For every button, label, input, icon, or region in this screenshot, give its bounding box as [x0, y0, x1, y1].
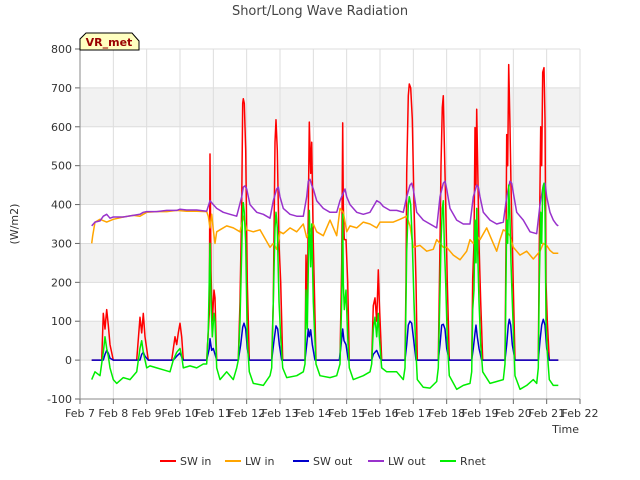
x-tick-label: Feb 16 — [362, 407, 399, 420]
x-tick-label: Feb 12 — [228, 407, 265, 420]
legend-label-lw-out: LW out — [388, 455, 426, 468]
site-badge-label: VR_met — [86, 36, 133, 49]
series-layer — [90, 63, 559, 391]
x-tick-label: Feb 9 — [132, 407, 162, 420]
x-tick-label: Feb 15 — [328, 407, 365, 420]
x-axis-label: Time — [551, 423, 579, 436]
y-tick-label: 700 — [51, 82, 72, 95]
legend-label-lw-in: LW in — [245, 455, 275, 468]
x-tick-label: Feb 18 — [428, 407, 465, 420]
y-tick-label: 300 — [51, 237, 72, 250]
y-tick-label: 500 — [51, 160, 72, 173]
legend: SW in LW in SW out LW out Rnet — [160, 455, 486, 468]
y-tick-label: 400 — [51, 199, 72, 212]
y-tick-label: 0 — [65, 354, 72, 367]
x-tick-label: Feb 7 — [65, 407, 95, 420]
x-tick-label: Feb 14 — [295, 407, 332, 420]
legend-label-sw-out: SW out — [313, 455, 353, 468]
x-tick-label: Feb 17 — [395, 407, 432, 420]
x-tick-label: Feb 19 — [462, 407, 499, 420]
series-line-lw-out — [91, 178, 559, 235]
y-tick-label: 600 — [51, 121, 72, 134]
y-tick-label: 200 — [51, 276, 72, 289]
site-badge: VR_met — [79, 32, 140, 51]
plot-band — [80, 321, 580, 361]
plot-band — [80, 165, 580, 205]
x-tick-label: Feb 20 — [495, 407, 532, 420]
x-tick-label: Feb 8 — [98, 407, 128, 420]
legend-label-rnet: Rnet — [460, 455, 486, 468]
x-tick-label: Feb 13 — [262, 407, 299, 420]
series-line-rnet — [91, 182, 559, 391]
x-tick-label: Feb 10 — [162, 407, 199, 420]
site-badge-shape — [79, 32, 140, 51]
y-tick-label: 100 — [51, 315, 72, 328]
y-tick-label: -100 — [47, 393, 72, 406]
y-axis-label: (W/m2) — [8, 204, 21, 245]
x-tick-label: Feb 21 — [528, 407, 565, 420]
series-line-lw-in — [90, 207, 559, 261]
chart-title: Short/Long Wave Radiation — [232, 4, 408, 19]
x-tick-label: Feb 22 — [562, 407, 599, 420]
axes: -100 0 100 200 300 400 500 600 700 800 Feb 7 Feb 8 F… — [47, 43, 598, 420]
x-tick-label: Feb 11 — [195, 407, 232, 420]
legend-label-sw-in: SW in — [180, 455, 211, 468]
plot-band — [80, 87, 580, 127]
y-tick-label: 800 — [51, 43, 72, 56]
